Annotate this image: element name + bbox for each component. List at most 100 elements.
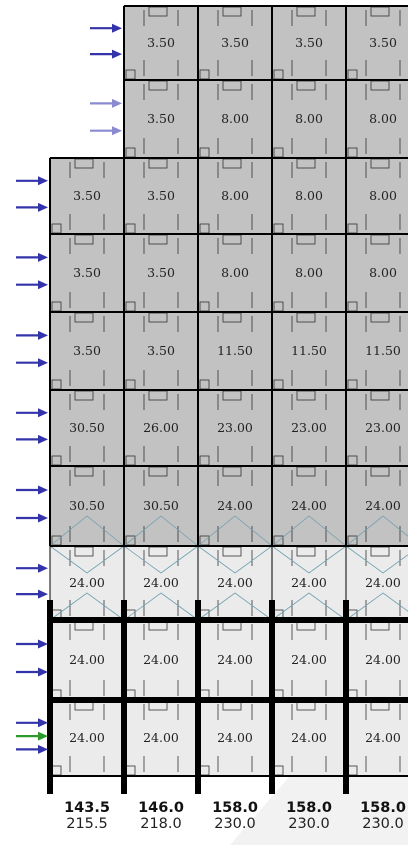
brace-line (271, 515, 347, 547)
cell-value: 23.00 (217, 420, 253, 435)
cell-value: 3.50 (369, 35, 397, 50)
cell-value: 3.50 (295, 35, 323, 50)
grid-cell-bg (345, 389, 408, 467)
load-arrow-head (38, 252, 48, 262)
grid-cell-bg (123, 545, 199, 621)
load-arrow-head (38, 744, 48, 754)
load-arrow-head (38, 408, 48, 418)
cell-value: 26.00 (143, 420, 179, 435)
cell-value: 8.00 (369, 111, 397, 126)
cell-value: 24.00 (143, 652, 179, 667)
grid-cell-bg (271, 389, 347, 467)
cell-value: 23.00 (291, 420, 327, 435)
grid-cell-bg (197, 545, 273, 621)
grid-cell-bg (123, 699, 199, 777)
column-total-top: 158.0 (360, 800, 406, 816)
cell-value: 3.50 (147, 35, 175, 50)
grid-cell-bg (197, 79, 273, 159)
cell-value: 24.00 (291, 730, 327, 745)
load-arrow-head (38, 176, 48, 186)
tile-values-layer: 3.50 3.50 3.50 3.50 3.50 8.00 8.00 8.00 3.50 3.50… (69, 35, 401, 745)
grid-cell-bg (123, 311, 199, 391)
grid-cell-bg (197, 233, 273, 313)
cell-value: 24.00 (217, 498, 253, 513)
cell-value: 24.00 (217, 652, 253, 667)
cell-value: 3.50 (221, 35, 249, 50)
grid-cell-bg (197, 311, 273, 391)
grid-cell-bg (197, 389, 273, 467)
grid-cell-bg (271, 233, 347, 313)
load-arrow-head (112, 98, 122, 108)
brace-line (123, 545, 199, 574)
brace-line (271, 592, 347, 621)
cell-value: 30.50 (69, 498, 105, 513)
cell-value: 24.00 (217, 575, 253, 590)
cell-value: 8.00 (295, 188, 323, 203)
load-arrow-head (38, 563, 48, 573)
load-arrow-head (38, 667, 48, 677)
brace-line (123, 515, 199, 547)
cell-value: 24.00 (217, 730, 253, 745)
brace-line (49, 515, 125, 547)
load-arrow-head (38, 202, 48, 212)
brace-line (49, 592, 125, 621)
grid-lines (47, 5, 408, 794)
column-total-bottom: 230.0 (288, 816, 330, 832)
cell-value: 3.50 (73, 265, 101, 280)
load-arrow-head (38, 330, 48, 340)
column-total-bottom: 230.0 (214, 816, 256, 832)
grid-cell-bg (49, 699, 125, 777)
column-total-top: 143.5 (64, 800, 110, 816)
grid-cell-bg (271, 699, 347, 777)
grid-cell-bg (49, 311, 125, 391)
brace-line (197, 515, 273, 547)
cell-value: 11.50 (365, 343, 401, 358)
load-arrows (16, 23, 122, 754)
cell-value: 8.00 (295, 111, 323, 126)
column-total-top: 146.0 (138, 800, 184, 816)
cell-value: 24.00 (69, 652, 105, 667)
grid-cell-bg (271, 619, 347, 701)
load-arrow-head (38, 513, 48, 523)
cell-value: 8.00 (369, 265, 397, 280)
cell-value: 23.00 (365, 420, 401, 435)
cell-value: 8.00 (221, 188, 249, 203)
grid-cell-bg (123, 233, 199, 313)
cell-value: 3.50 (73, 343, 101, 358)
cell-value: 30.50 (69, 420, 105, 435)
grid-cell-bg (345, 311, 408, 391)
cell-value: 3.50 (147, 188, 175, 203)
column-total-bottom: 230.0 (362, 816, 404, 832)
cell-value: 3.50 (147, 343, 175, 358)
cell-value: 3.50 (147, 111, 175, 126)
grid-cell-bg (271, 157, 347, 235)
cell-value: 24.00 (69, 730, 105, 745)
load-arrow-head (38, 358, 48, 368)
load-arrow-head (38, 731, 48, 741)
load-arrow-head (38, 434, 48, 444)
brace-line (271, 545, 347, 574)
grid-cell-bg (49, 465, 125, 547)
load-arrow-head (38, 639, 48, 649)
cell-value: 24.00 (291, 498, 327, 513)
brace-line (197, 592, 273, 621)
grid-cell-bg (345, 233, 408, 313)
cell-value: 11.50 (217, 343, 253, 358)
load-arrow-head (112, 126, 122, 136)
load-arrow-head (112, 49, 122, 59)
grid-cell-bg (197, 157, 273, 235)
cell-value: 8.00 (295, 265, 323, 280)
load-arrow-head (112, 23, 122, 33)
load-arrow-head (38, 718, 48, 728)
cell-value: 8.00 (221, 111, 249, 126)
column-total-bottom: 215.5 (66, 816, 108, 832)
cell-value: 8.00 (221, 265, 249, 280)
cell-value: 24.00 (365, 498, 401, 513)
cell-value: 24.00 (69, 575, 105, 590)
brace-line (123, 592, 199, 621)
load-arrow-head (38, 485, 48, 495)
brace-line (49, 545, 125, 574)
cell-value: 3.50 (147, 265, 175, 280)
column-total-bottom: 218.0 (140, 816, 182, 832)
grid-cell-bg (197, 5, 273, 81)
